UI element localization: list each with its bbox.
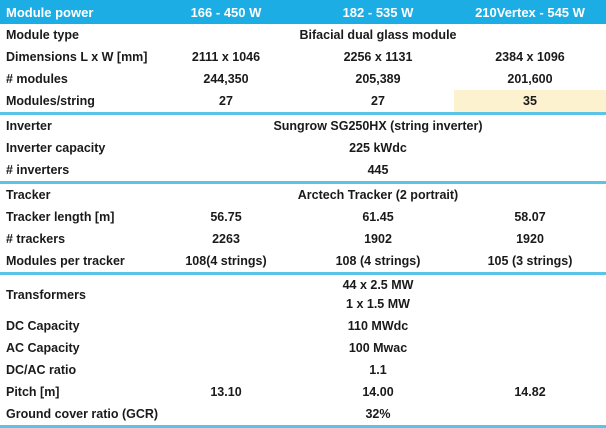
table-row-inverter: Inverter Sungrow SG250HX (string inverte…	[0, 115, 606, 137]
cell-value: 108 (4 strings)	[335, 254, 421, 268]
cell-value: 14.82	[514, 385, 546, 399]
table-row-transformers: Transformers 44 x 2.5 MW 1 x 1.5 MW	[0, 275, 606, 315]
section-divider	[0, 181, 606, 184]
row-value: 110 MWdc	[347, 319, 409, 333]
table-row-inverter-capacity: Inverter capacity 225 kWdc	[0, 137, 606, 159]
cell-value: 1920	[516, 232, 544, 246]
row-value: 1.1	[369, 363, 387, 377]
transformer-line-1: 44 x 2.5 MW	[342, 278, 414, 292]
table-header-row: Module power 166 - 450 W 182 - 535 W 210…	[0, 0, 606, 24]
row-label: Modules/string	[6, 94, 95, 108]
row-label: Module type	[6, 28, 79, 42]
cell-value: 2111 x 1046	[191, 50, 261, 64]
table-row-num-inverters: # inverters 445	[0, 159, 606, 181]
cell-value: 27	[371, 94, 385, 108]
table-row-modules-per-string: Modules/string 27 27 35	[0, 90, 606, 112]
row-label: DC Capacity	[6, 319, 80, 333]
row-label: Tracker length [m]	[6, 210, 115, 224]
cell-value: 2384 x 1096	[495, 50, 565, 64]
cell-value: 27	[219, 94, 233, 108]
row-value: Bifacial dual glass module	[299, 28, 457, 42]
table-row-dcac-ratio: DC/AC ratio 1.1	[0, 359, 606, 381]
row-label: Inverter	[6, 119, 52, 133]
header-column-3: 210Vertex - 545 W	[475, 4, 585, 20]
cell-value: 201,600	[507, 72, 553, 86]
cell-value: 2263	[212, 232, 240, 246]
cell-value: 108(4 strings)	[185, 254, 267, 268]
cell-value: 61.45	[362, 210, 394, 224]
cell-value: 244,350	[203, 72, 249, 86]
cell-value: 56.75	[210, 210, 242, 224]
row-label: Transformers	[6, 288, 86, 302]
table-row-ac-capacity: AC Capacity 100 Mwac	[0, 337, 606, 359]
table-row-module-type: Module type Bifacial dual glass module	[0, 24, 606, 46]
row-label: # modules	[6, 72, 68, 86]
row-label: # trackers	[6, 232, 66, 246]
cell-value: 2256 x 1131	[343, 50, 413, 64]
cell-value: 105 (3 strings)	[487, 254, 573, 268]
row-label: Inverter capacity	[6, 141, 106, 155]
row-label: # inverters	[6, 163, 70, 177]
row-value: Arctech Tracker (2 portrait)	[297, 188, 459, 202]
table-row-modules-per-tracker: Modules per tracker 108(4 strings) 108 (…	[0, 250, 606, 272]
row-label: Dimensions L x W [mm]	[6, 50, 148, 64]
header-column-1: 166 - 450 W	[190, 4, 262, 20]
row-label: Tracker	[6, 188, 51, 202]
row-label: AC Capacity	[6, 341, 80, 355]
table-row-gcr: Ground cover ratio (GCR) 32%	[0, 403, 606, 425]
cell-value-highlighted: 35	[454, 90, 606, 112]
row-label: Ground cover ratio (GCR)	[6, 407, 159, 421]
row-label: Modules per tracker	[6, 254, 125, 268]
table-row-pitch: Pitch [m] 13.10 14.00 14.82	[0, 381, 606, 403]
row-value: 100 Mwac	[348, 341, 408, 355]
section-divider	[0, 272, 606, 275]
cell-value: 58.07	[514, 210, 546, 224]
table-row-num-modules: # modules 244,350 205,389 201,600	[0, 68, 606, 90]
row-value: Sungrow SG250HX (string inverter)	[273, 119, 483, 133]
table-row-dimensions: Dimensions L x W [mm] 2111 x 1046 2256 x…	[0, 46, 606, 68]
header-column-2: 182 - 535 W	[342, 4, 414, 20]
header-label: Module power	[6, 4, 94, 20]
cell-value: 14.00	[362, 385, 394, 399]
section-divider	[0, 112, 606, 115]
cell-value: 205,389	[355, 72, 401, 86]
row-value: 44 x 2.5 MW 1 x 1.5 MW	[150, 276, 606, 314]
transformer-line-2: 1 x 1.5 MW	[346, 297, 410, 311]
table-row-tracker-length: Tracker length [m] 56.75 61.45 58.07	[0, 206, 606, 228]
row-value: 225 kWdc	[349, 141, 407, 155]
row-label: DC/AC ratio	[6, 363, 77, 377]
row-value: 445	[367, 163, 389, 177]
cell-value: 1902	[364, 232, 392, 246]
table-row-tracker: Tracker Arctech Tracker (2 portrait)	[0, 184, 606, 206]
table-row-num-trackers: # trackers 2263 1902 1920	[0, 228, 606, 250]
row-value: 32%	[365, 407, 391, 421]
cell-value: 13.10	[210, 385, 242, 399]
bottom-border-line	[0, 425, 606, 428]
row-label: Pitch [m]	[6, 385, 60, 399]
table-row-dc-capacity: DC Capacity 110 MWdc	[0, 315, 606, 337]
